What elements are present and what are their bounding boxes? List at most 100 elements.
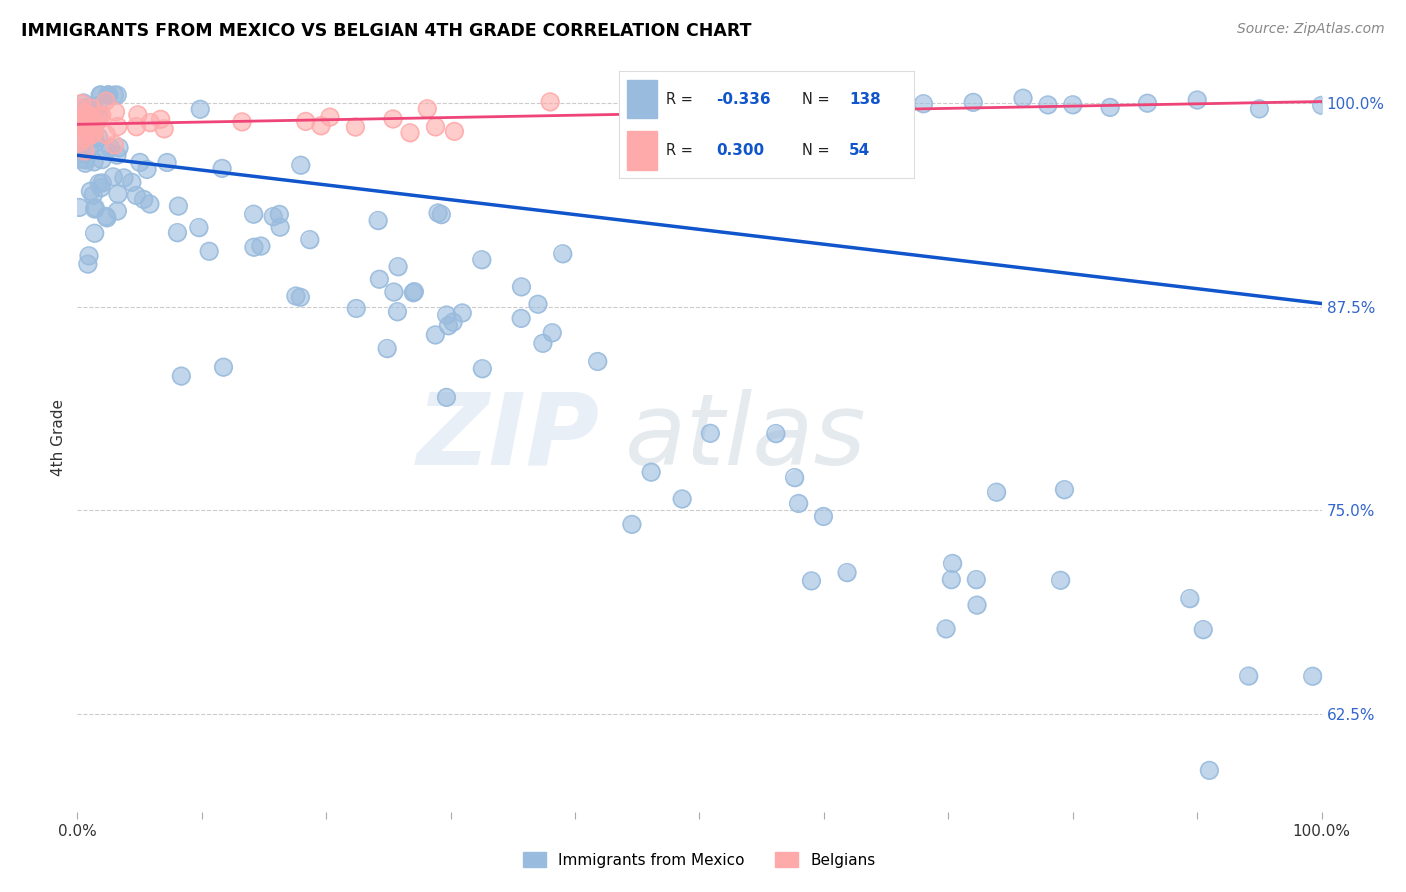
Point — [112, 170, 135, 185]
Point — [783, 470, 806, 484]
Point — [80, 115, 103, 129]
Point — [198, 244, 221, 259]
Point — [72, 114, 94, 128]
Point — [107, 187, 129, 202]
Point — [79, 184, 101, 198]
Point — [75, 101, 97, 115]
Point — [402, 285, 425, 300]
Point — [551, 246, 574, 260]
Point — [90, 88, 112, 103]
Point — [416, 102, 439, 116]
Text: 54: 54 — [849, 143, 870, 158]
Text: R =: R = — [666, 92, 697, 107]
Point — [90, 108, 112, 122]
Point — [962, 95, 984, 110]
Point — [73, 131, 96, 145]
Point — [430, 208, 453, 222]
Text: IMMIGRANTS FROM MEXICO VS BELGIAN 4TH GRADE CORRELATION CHART: IMMIGRANTS FROM MEXICO VS BELGIAN 4TH GR… — [21, 22, 752, 40]
Point — [1053, 483, 1076, 497]
Point — [620, 517, 643, 532]
Point — [83, 226, 105, 240]
Point — [941, 557, 963, 571]
Point — [912, 96, 935, 111]
Point — [1136, 96, 1159, 111]
Point — [242, 207, 264, 221]
Point — [107, 204, 129, 219]
Point — [82, 118, 104, 132]
Point — [73, 144, 96, 158]
Point — [87, 130, 110, 145]
Point — [269, 207, 291, 221]
Point — [72, 95, 94, 110]
Point — [72, 120, 94, 135]
Point — [404, 285, 426, 299]
Point — [1185, 93, 1208, 107]
Point — [108, 140, 131, 154]
Point — [198, 244, 221, 259]
Point — [79, 124, 101, 138]
Point — [1310, 98, 1333, 112]
Point — [941, 557, 963, 571]
Point — [72, 121, 94, 136]
Point — [87, 176, 110, 190]
Point — [399, 126, 422, 140]
Point — [67, 111, 90, 125]
Point — [166, 226, 188, 240]
Point — [83, 131, 105, 145]
Point — [89, 109, 111, 123]
Point — [427, 206, 450, 220]
Point — [1053, 483, 1076, 497]
Point — [84, 201, 107, 215]
Point — [87, 109, 110, 123]
Point — [787, 496, 810, 510]
Point — [105, 148, 128, 162]
Point — [402, 285, 425, 300]
Point — [965, 573, 987, 587]
Point — [86, 115, 108, 129]
Point — [80, 101, 103, 115]
Point — [344, 120, 367, 134]
Point — [319, 110, 342, 124]
Point — [800, 574, 823, 588]
Point — [441, 315, 464, 329]
Point — [935, 622, 957, 636]
Point — [75, 125, 97, 139]
Point — [298, 233, 321, 247]
Point — [80, 101, 103, 115]
Point — [167, 199, 190, 213]
Point — [72, 95, 94, 110]
Point — [290, 290, 312, 304]
Point — [1192, 623, 1215, 637]
Point — [153, 121, 176, 136]
Point — [132, 193, 155, 207]
Point — [79, 184, 101, 198]
Point — [107, 120, 129, 134]
Point — [83, 202, 105, 216]
Point — [112, 170, 135, 185]
Point — [96, 128, 118, 142]
Point — [510, 311, 533, 326]
Point — [91, 176, 114, 190]
Point — [69, 152, 91, 166]
Point — [103, 88, 125, 103]
Point — [90, 153, 112, 167]
Text: atlas: atlas — [624, 389, 866, 485]
Point — [1192, 623, 1215, 637]
Point — [77, 116, 100, 130]
Point — [912, 96, 935, 111]
Point — [375, 342, 398, 356]
Point — [82, 188, 104, 202]
Point — [83, 154, 105, 169]
Point — [104, 104, 127, 119]
Point — [1237, 669, 1260, 683]
Point — [79, 115, 101, 129]
Point — [640, 465, 662, 479]
Text: ZIP: ZIP — [418, 389, 600, 485]
Point — [344, 120, 367, 134]
Point — [98, 141, 121, 155]
Point — [319, 110, 342, 124]
Point — [67, 201, 90, 215]
Point — [83, 126, 105, 140]
Point — [436, 308, 458, 322]
Point — [83, 226, 105, 240]
